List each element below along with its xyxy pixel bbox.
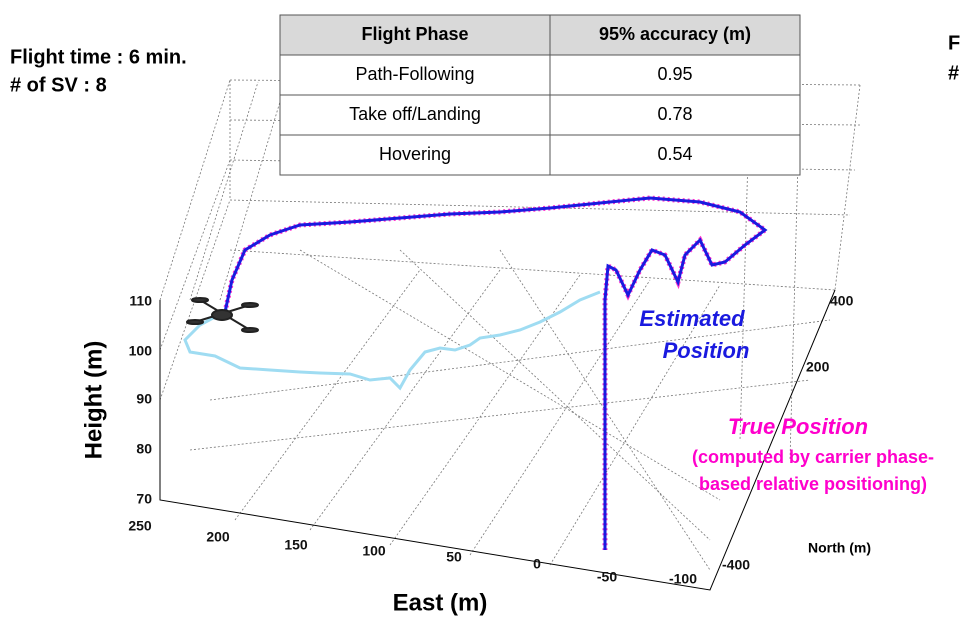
- table-cell: Hovering: [379, 144, 451, 164]
- annotation: True Position: [728, 414, 868, 439]
- figure: Flight time : 6 min. # of SV : 8 F # Flight …: [0, 0, 965, 622]
- height-tick: 100: [129, 343, 153, 359]
- side-note: Flight time : 6 min.: [10, 46, 187, 68]
- table-cell: 0.54: [657, 144, 692, 164]
- table-header: Flight Phase: [361, 24, 468, 44]
- east-tick: -100: [669, 571, 697, 587]
- east-tick: -50: [597, 569, 617, 585]
- height-tick: 90: [136, 391, 152, 407]
- side-note: #: [948, 62, 959, 84]
- east-tick: 150: [284, 537, 308, 553]
- annotation: Estimated: [639, 306, 745, 331]
- annotation: based relative positioning): [699, 474, 927, 494]
- estimated-trajectory: [225, 198, 765, 550]
- east-tick: 50: [446, 549, 462, 565]
- height-tick: 70: [136, 491, 152, 507]
- height-tick: 80: [136, 441, 152, 457]
- axis-label: North (m): [808, 540, 871, 556]
- side-note: F: [948, 32, 960, 54]
- annotation: Position: [663, 338, 750, 363]
- north-tick: 200: [806, 359, 830, 375]
- side-note: # of SV : 8: [10, 74, 107, 96]
- north-tick: -400: [722, 557, 750, 573]
- east-tick: 250: [128, 518, 152, 534]
- north-tick: 400: [830, 293, 854, 309]
- height-tick: 110: [129, 293, 152, 309]
- annotation: (computed by carrier phase-: [692, 447, 934, 467]
- axis-label: Height (m): [80, 341, 107, 460]
- table-cell: Take off/Landing: [349, 104, 481, 124]
- east-tick: 100: [362, 543, 386, 559]
- table-cell: 0.95: [657, 64, 692, 84]
- table-cell: Path-Following: [355, 64, 474, 84]
- table-header: 95% accuracy (m): [599, 24, 751, 44]
- east-tick: 200: [206, 529, 230, 545]
- east-tick: 0: [533, 556, 541, 572]
- true-trajectory: [225, 198, 765, 550]
- axis-label: East (m): [393, 589, 488, 616]
- table-cell: 0.78: [657, 104, 692, 124]
